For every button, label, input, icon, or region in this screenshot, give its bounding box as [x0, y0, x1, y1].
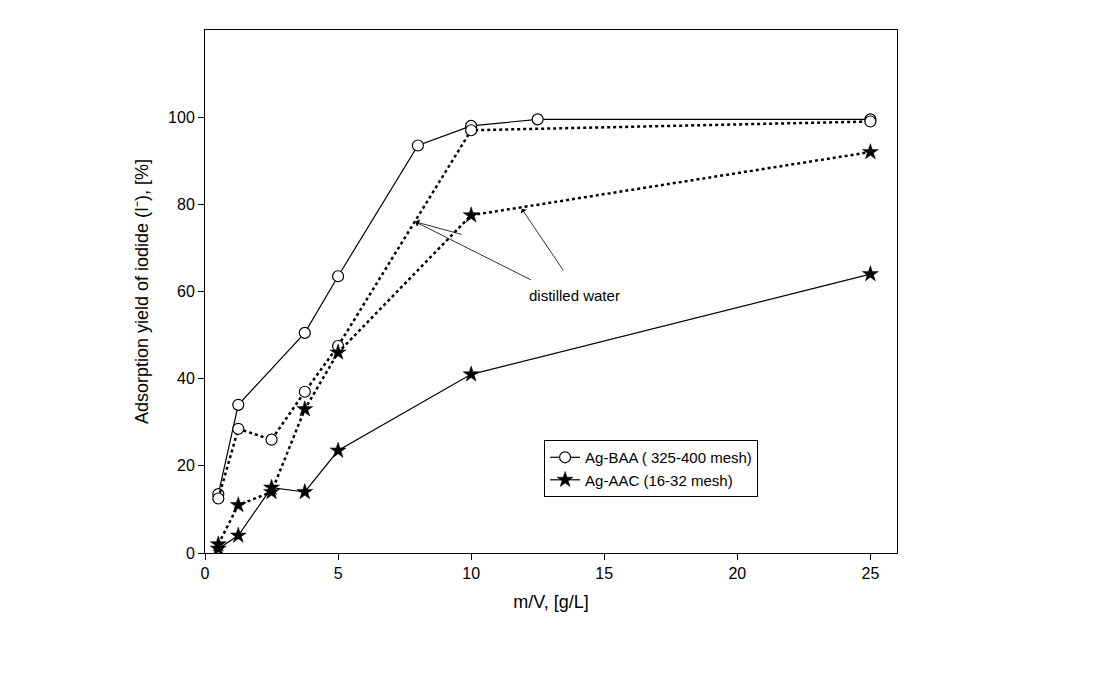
svg-text:0: 0	[201, 565, 210, 582]
svg-text:25: 25	[861, 565, 879, 582]
svg-text:m/V, [g/L]: m/V, [g/L]	[513, 592, 588, 612]
svg-text:0: 0	[186, 545, 195, 562]
svg-text:Adsorption yield of iodide (I⁻: Adsorption yield of iodide (I⁻), [%]	[132, 159, 152, 424]
svg-text:distilled water: distilled water	[529, 287, 620, 304]
svg-text:40: 40	[177, 370, 195, 387]
svg-text:5: 5	[334, 565, 343, 582]
svg-text:80: 80	[177, 196, 195, 213]
svg-text:15: 15	[595, 565, 613, 582]
svg-text:20: 20	[177, 457, 195, 474]
svg-text:100: 100	[168, 109, 195, 126]
svg-text:20: 20	[728, 565, 746, 582]
svg-text:Ag-BAA ( 325-400 mesh): Ag-BAA ( 325-400 mesh)	[585, 449, 752, 466]
svg-text:60: 60	[177, 283, 195, 300]
svg-text:10: 10	[462, 565, 480, 582]
svg-text:Ag-AAC (16-32 mesh): Ag-AAC (16-32 mesh)	[585, 472, 733, 489]
